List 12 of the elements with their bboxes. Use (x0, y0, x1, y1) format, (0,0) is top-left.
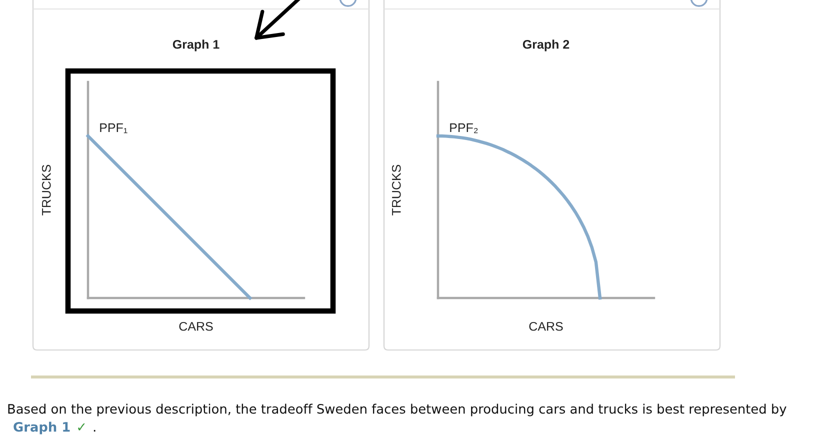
series-label: PPF₁ (100, 123, 128, 134)
text: . (94, 430, 96, 432)
chart-title: Graph 2 (522, 40, 570, 52)
x-axis-title: CARS (529, 322, 563, 331)
series-label: PPF₂ (450, 123, 478, 134)
x-axis-title: CARS (179, 322, 213, 331)
text: ✓ (78, 423, 85, 430)
text: Based on the previous description, the tradeoff Sweden faces between producing cars and trucks is best represented by (8, 404, 786, 416)
y-axis-title: TRUCKS (392, 164, 401, 216)
chart-title: Graph 1 (172, 40, 220, 52)
caption: Graph 1 (14, 422, 70, 434)
y-axis-title: TRUCKS (42, 164, 51, 216)
